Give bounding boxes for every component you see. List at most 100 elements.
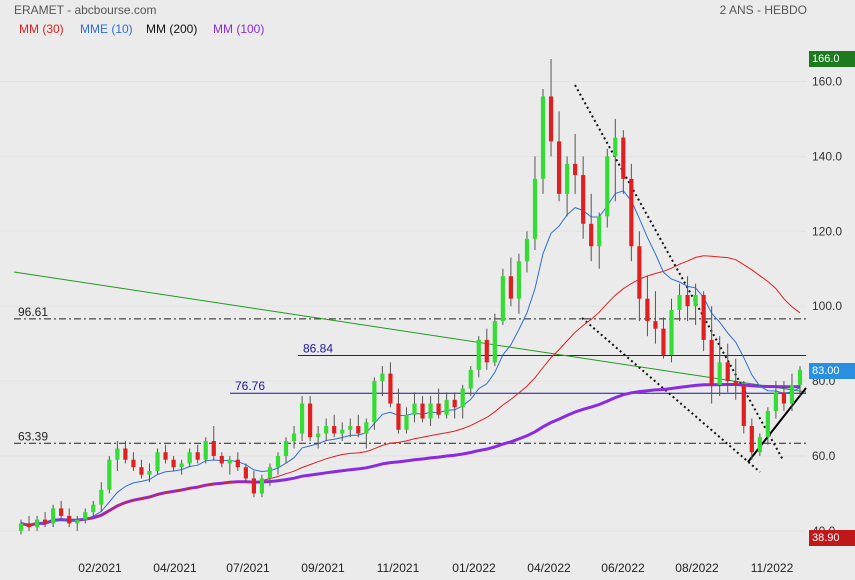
- candle-body: [613, 137, 618, 157]
- candle-body: [476, 339, 481, 370]
- level-label: 96.61: [18, 305, 48, 319]
- candle-body: [765, 411, 770, 438]
- candle-body: [645, 298, 650, 322]
- x-tick-label: 02/2021: [78, 561, 122, 575]
- candle-body: [356, 426, 361, 434]
- candle-body: [492, 321, 497, 363]
- chart-title: ERAMET - abcbourse.com: [14, 3, 157, 17]
- candle-body: [757, 437, 762, 453]
- candle-body: [283, 440, 289, 456]
- chart-grid: [0, 80, 806, 532]
- price-tag-last: 83.00: [809, 363, 855, 379]
- candle-body: [781, 392, 787, 404]
- mme10-line: [20, 190, 801, 525]
- candle-body: [123, 448, 128, 460]
- candle-body: [629, 178, 634, 247]
- candle-body: [340, 429, 345, 434]
- candle-body: [733, 381, 738, 385]
- level-label: 86.84: [303, 341, 333, 355]
- candle-body: [372, 381, 377, 423]
- candle-body: [324, 426, 329, 434]
- candle-body: [589, 223, 594, 247]
- candle-body: [444, 399, 449, 415]
- candle-body: [139, 467, 144, 475]
- candle-body: [75, 519, 80, 524]
- candle-body: [404, 414, 409, 430]
- candle-body: [621, 137, 626, 179]
- legend-mm200: MM (200): [146, 22, 198, 36]
- candle-body: [364, 422, 369, 434]
- candle-body: [227, 459, 232, 464]
- candle-body: [251, 478, 256, 494]
- candle-body: [195, 452, 200, 460]
- candle-body: [179, 463, 184, 468]
- x-tick-label: 07/2021: [226, 561, 270, 575]
- candle-body: [573, 163, 578, 176]
- candle-body: [34, 519, 40, 528]
- candle-body: [500, 276, 505, 322]
- candle-body: [259, 478, 265, 494]
- candle-body: [291, 433, 297, 441]
- legend-mme10: MME (10): [80, 22, 133, 36]
- candle-body: [516, 261, 522, 299]
- candle-body: [773, 392, 779, 412]
- candle-body: [243, 467, 248, 479]
- candle-body: [789, 384, 795, 404]
- candle-body: [717, 362, 722, 385]
- candle-body: [468, 369, 473, 389]
- x-tick-label: 01/2022: [452, 561, 496, 575]
- candle-body: [59, 508, 64, 516]
- moving-averages: [20, 190, 801, 527]
- x-tick-label: 04/2021: [153, 561, 197, 575]
- candle-body: [147, 470, 152, 475]
- chart-overlays: [13, 84, 807, 473]
- y-tick-label: 100.0: [812, 299, 842, 313]
- candle-body: [299, 403, 305, 434]
- candle-body: [107, 459, 112, 490]
- candle-body: [428, 403, 433, 419]
- legend-mm30: MM (30): [19, 22, 64, 36]
- candle-body: [605, 156, 610, 217]
- candle-body: [348, 426, 353, 430]
- candle-body: [597, 216, 602, 247]
- mm30-line: [20, 255, 801, 526]
- x-tick-label: 08/2022: [675, 561, 719, 575]
- y-tick-label: 120.0: [812, 224, 842, 238]
- candle-body: [51, 508, 56, 524]
- candle-body: [308, 403, 313, 438]
- candle-body: [316, 433, 321, 438]
- candle-body: [18, 523, 24, 531]
- candle-body: [709, 339, 714, 385]
- candle-body: [275, 455, 281, 468]
- candle-body: [332, 426, 337, 434]
- candle-body: [508, 276, 513, 299]
- candle-body: [565, 163, 570, 194]
- candle-body: [131, 459, 136, 468]
- candle-body: [653, 321, 658, 329]
- candle-body: [219, 455, 224, 464]
- candle-body: [42, 519, 48, 524]
- candle-body: [669, 309, 674, 355]
- candle-body: [67, 515, 72, 524]
- candle-body: [235, 459, 240, 468]
- price-tag-low: 38.90: [809, 530, 855, 546]
- y-tick-label: 160.0: [812, 74, 842, 88]
- candle-body: [91, 504, 96, 513]
- candle-body: [436, 403, 441, 415]
- candle-body: [396, 403, 401, 430]
- candle-body: [420, 403, 425, 419]
- candle-body: [701, 294, 706, 340]
- support-line: [747, 387, 807, 463]
- candle-body: [211, 440, 216, 456]
- level-label: 63.39: [18, 429, 48, 443]
- candle-body: [26, 523, 32, 528]
- candle-body: [693, 294, 698, 307]
- legend-mm100: MM (100): [213, 22, 265, 36]
- chart-period: 2 ANS - HEBDO: [719, 3, 807, 17]
- candle-body: [581, 175, 586, 224]
- candlesticks: [18, 59, 803, 535]
- candle-body: [380, 373, 385, 382]
- candle-body: [83, 512, 88, 520]
